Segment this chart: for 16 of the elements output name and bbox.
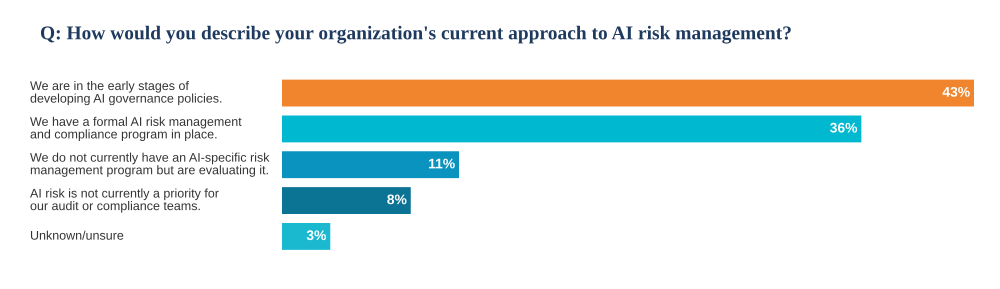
bar bbox=[282, 115, 862, 142]
chart-title: Q: How would you describe your organization's current approach to AI risk management? bbox=[40, 26, 791, 44]
data-label: 8% bbox=[387, 194, 407, 204]
y-tick-label: We are in the early stages of developing AI governance policies. bbox=[30, 80, 222, 106]
data-label: 3% bbox=[306, 230, 326, 240]
data-label: 11% bbox=[429, 158, 455, 168]
y-tick-label: Unknown/unsure bbox=[30, 230, 124, 240]
bar bbox=[282, 80, 974, 106]
y-tick-label: We do not currently have an AI-specific risk management program but are evaluating it. bbox=[30, 152, 270, 177]
y-tick-label: We have a formal AI risk management and compliance program in place. bbox=[30, 116, 242, 141]
bar bbox=[282, 151, 460, 178]
bar bbox=[282, 222, 330, 250]
data-label: 43% bbox=[942, 86, 970, 97]
data-label: 36% bbox=[830, 122, 858, 133]
bar bbox=[282, 187, 411, 214]
y-tick-label: AI risk is not currently a priority for our audit or compliance teams. bbox=[30, 188, 219, 213]
